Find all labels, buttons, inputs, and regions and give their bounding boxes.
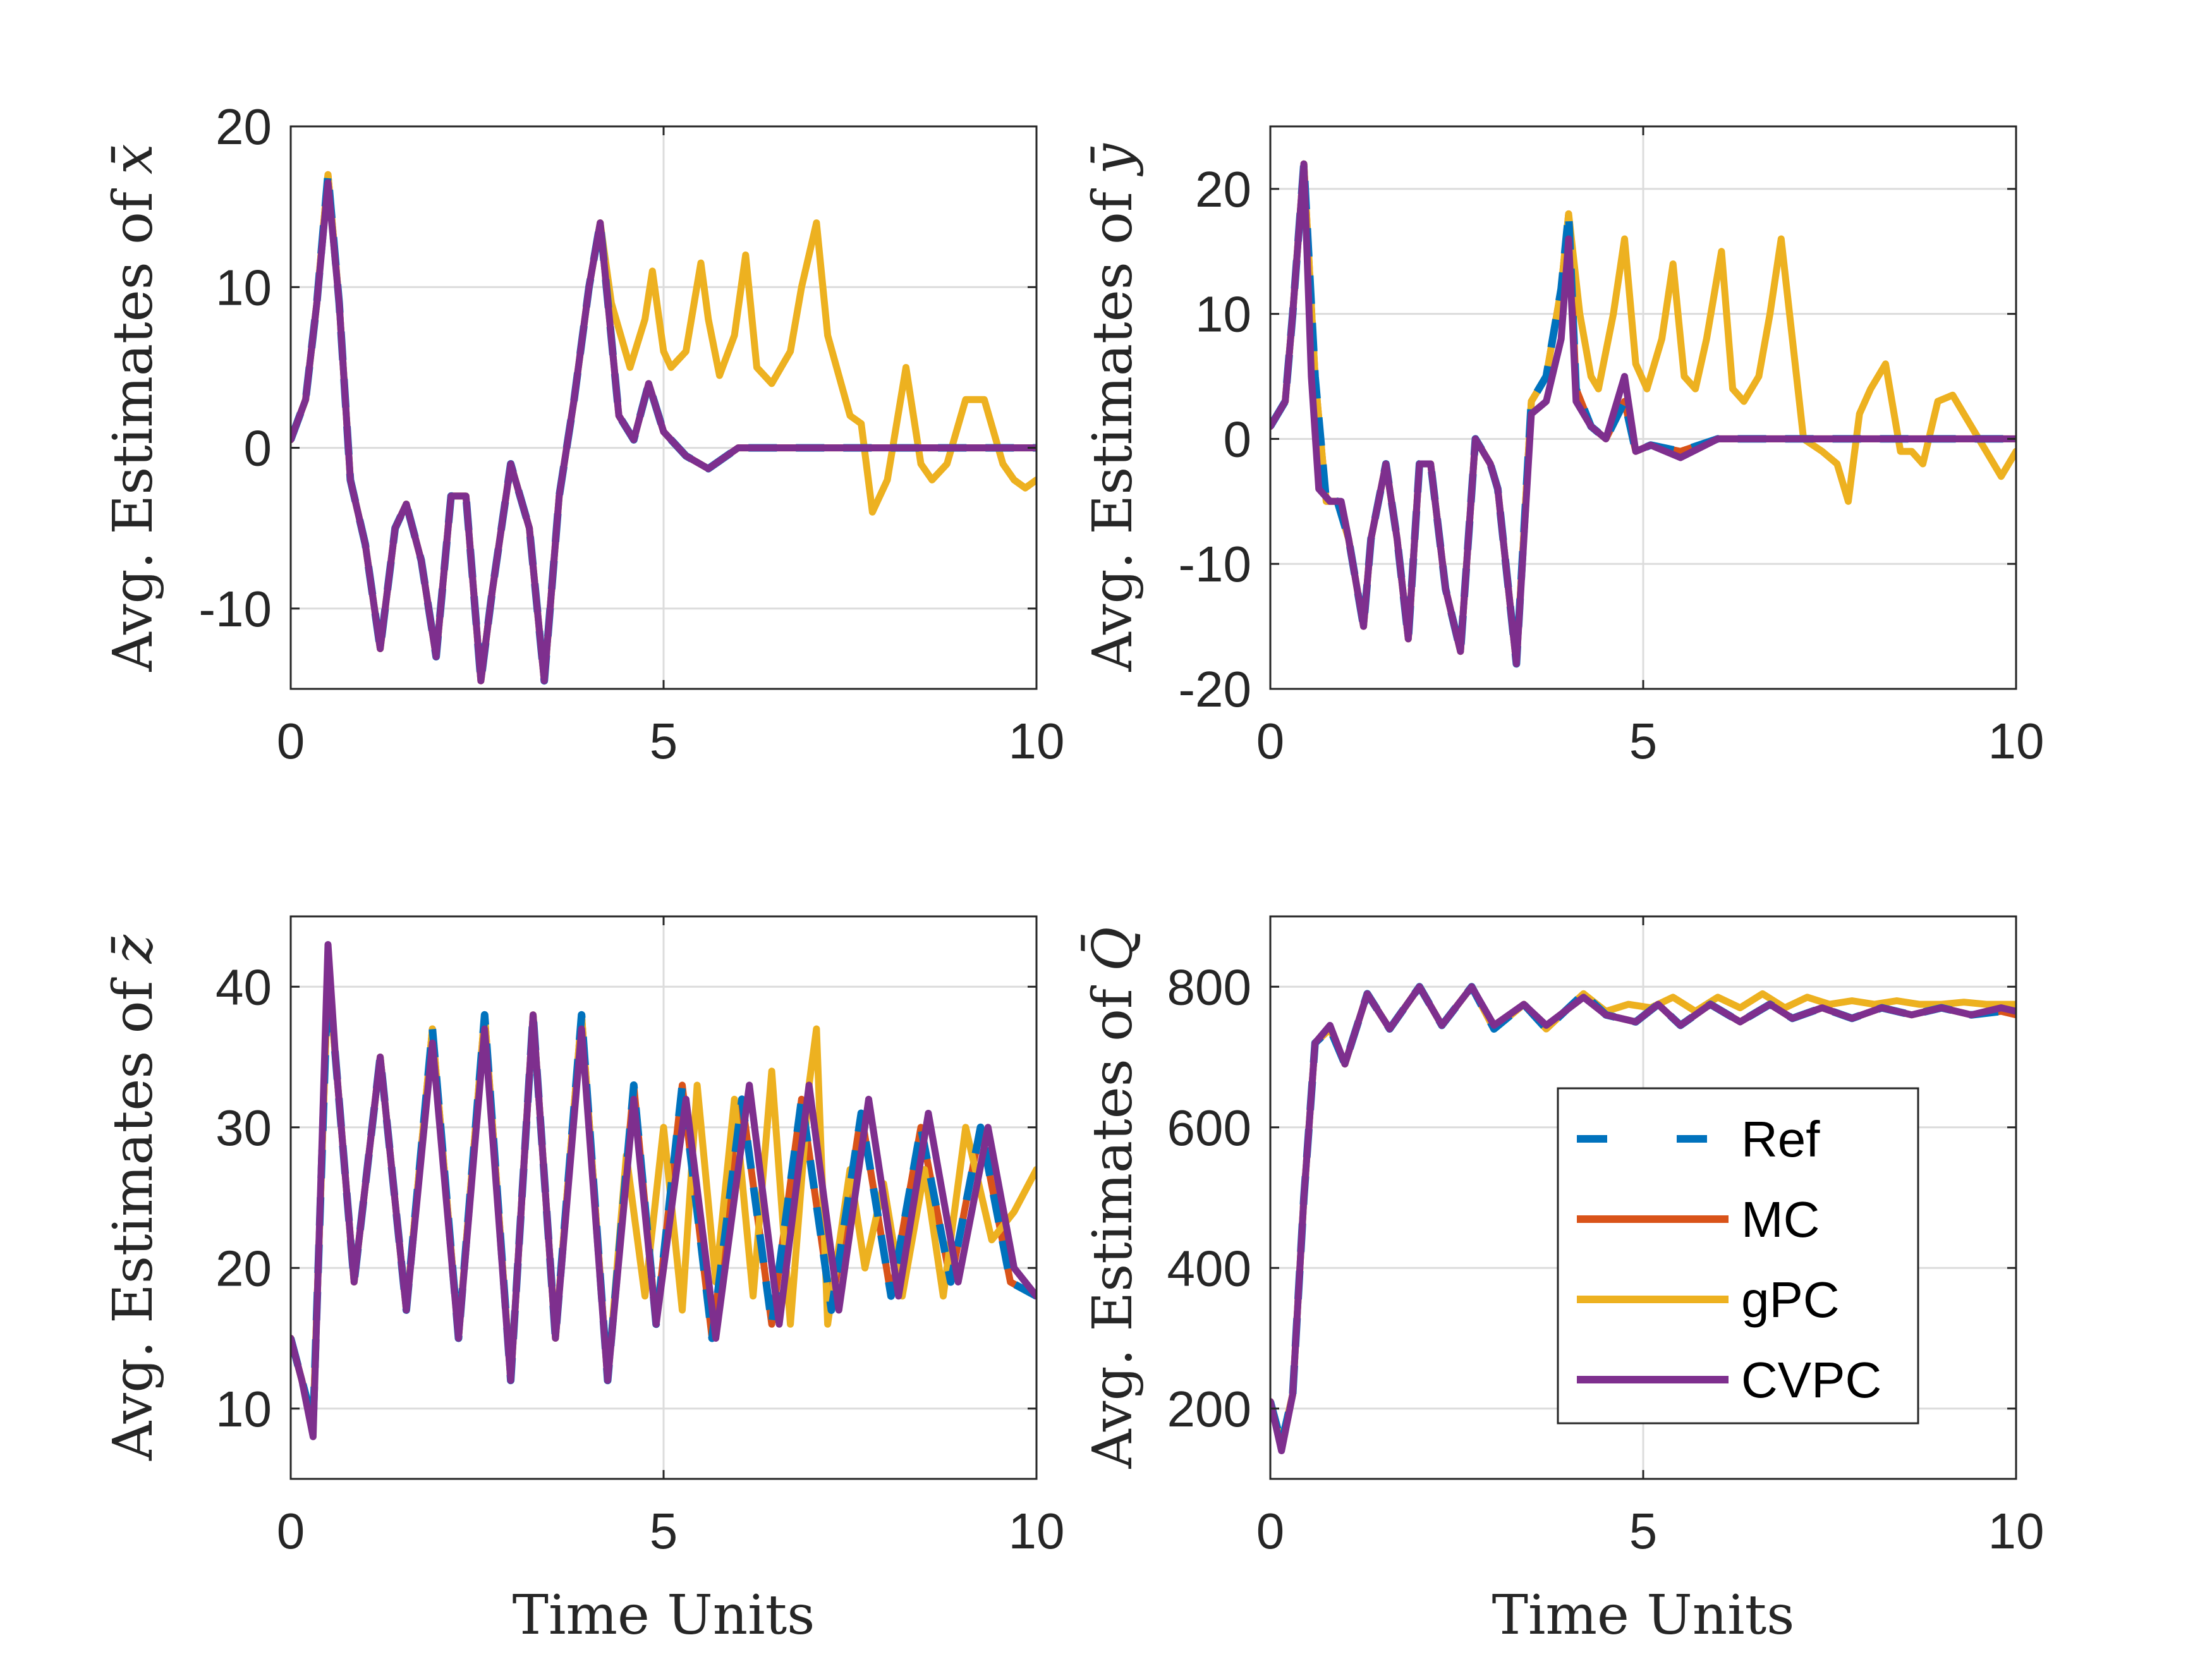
y-tick-label: 20 xyxy=(1195,161,1251,217)
legend: Ref MC gPC CVPC xyxy=(1557,1087,1919,1425)
y-tick-label: 0 xyxy=(244,420,272,477)
y-axis-label-symbol: z̄ xyxy=(102,934,165,964)
y-tick-label: 10 xyxy=(216,259,272,315)
y-tick-label: 200 xyxy=(1167,1381,1251,1437)
y-tick-label: 400 xyxy=(1167,1240,1251,1296)
y-axis-label-symbol: Q̄ xyxy=(1080,927,1145,971)
series-group xyxy=(291,941,1036,1440)
y-axis-label-text: Avg. Estimates of xyxy=(1081,174,1145,672)
y-axis-label-text: Avg. Estimates of xyxy=(102,174,165,672)
x-tick-label: 5 xyxy=(650,1503,678,1559)
subplot-x: 0 5 10 -10 0 10 20 Avg. Estimates of x̄ xyxy=(102,99,1064,769)
x-tick-label: 0 xyxy=(1256,713,1285,769)
x-axis-label: Time Units xyxy=(1492,1584,1795,1647)
subplot-y: 0 5 10 -20 -10 0 10 20 Avg. Estimates of ȳ xyxy=(1081,125,2045,769)
y-axis-label: Avg. Estimates of ȳ xyxy=(1081,143,1145,672)
series-group xyxy=(1270,160,2016,668)
x-tick-label: 5 xyxy=(1629,713,1658,769)
x-tick-label: 5 xyxy=(650,713,678,769)
y-tick-label: 600 xyxy=(1167,1100,1251,1156)
series-line-cvpc xyxy=(1270,983,2016,1454)
y-axis-label-text: Avg. Estimates of xyxy=(1081,971,1145,1469)
y-axis-label-text: Avg. Estimates of xyxy=(102,963,165,1461)
x-tick-label: 0 xyxy=(277,1503,305,1559)
x-tick-label: 5 xyxy=(1629,1503,1658,1559)
y-tick-label: 10 xyxy=(1195,286,1251,343)
y-tick-label: 30 xyxy=(216,1100,272,1156)
y-tick-label: -10 xyxy=(198,581,272,637)
y-tick-label: 20 xyxy=(216,99,272,155)
subplot-Q: 0 5 10 200 400 600 800 Avg. Estimates of Q̄ Time… xyxy=(1080,915,2045,1647)
x-tick-label: 10 xyxy=(1988,713,2045,769)
y-tick-label: 20 xyxy=(216,1240,272,1296)
y-tick-label: 0 xyxy=(1224,411,1252,467)
series-line-cvpc xyxy=(1270,160,2016,667)
y-tick-label: 10 xyxy=(216,1381,272,1437)
x-tick-label: 0 xyxy=(277,713,305,769)
x-tick-label: 10 xyxy=(1009,1503,1065,1559)
y-axis-label-symbol: ȳ xyxy=(1081,143,1145,177)
y-tick-label: 40 xyxy=(216,959,272,1015)
x-axis-label: Time Units xyxy=(513,1584,815,1647)
x-tick-label: 10 xyxy=(1988,1503,2045,1559)
y-axis-label: Avg. Estimates of z̄ xyxy=(102,934,165,1461)
series-line-cvpc xyxy=(291,179,1036,684)
x-tick-label: 0 xyxy=(1256,1503,1285,1559)
y-tick-label: 800 xyxy=(1167,959,1251,1015)
legend-label-cvpc: CVPC xyxy=(1741,1352,1881,1408)
series-group xyxy=(291,171,1036,685)
subplot-z: 0 5 10 10 20 30 40 Avg. Estimates of z̄ Time Uni… xyxy=(102,915,1065,1647)
series-line-cvpc xyxy=(291,941,1036,1440)
legend-label-ref: Ref xyxy=(1741,1111,1820,1167)
y-axis-label-symbol: x̄ xyxy=(102,143,165,174)
y-tick-label: -10 xyxy=(1178,536,1251,592)
y-axis-label: Avg. Estimates of Q̄ xyxy=(1080,927,1145,1469)
legend-box xyxy=(1557,1087,1919,1425)
legend-label-mc: MC xyxy=(1741,1191,1820,1248)
legend-label-gpc: gPC xyxy=(1741,1272,1840,1328)
x-tick-label: 10 xyxy=(1009,713,1065,769)
y-tick-label: -20 xyxy=(1178,661,1251,717)
y-axis-label: Avg. Estimates of x̄ xyxy=(102,143,165,672)
series-group xyxy=(1270,983,2016,1454)
